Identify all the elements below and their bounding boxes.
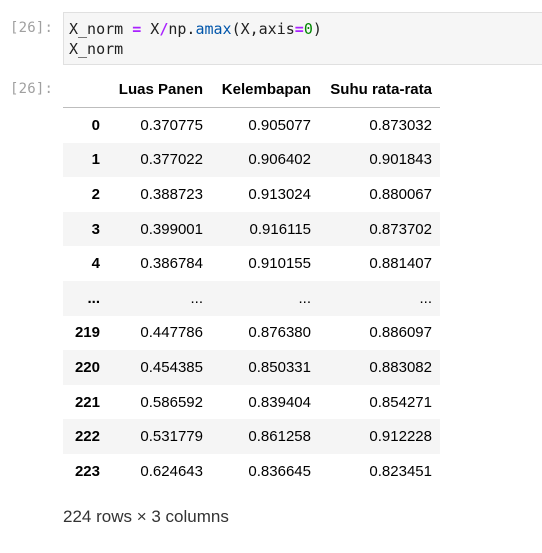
- table-cell: 0.377022: [140, 151, 203, 169]
- table-cell: 0.886097: [369, 324, 432, 342]
- table-cell: 0.586592: [140, 393, 203, 411]
- table-row: 219 0.447786 0.876380 0.886097: [63, 316, 440, 351]
- column-header-suhu-rata-rata: Suhu rata-rata: [319, 72, 440, 108]
- table-cell: 0.454385: [140, 358, 203, 376]
- table-row: 222 0.531779 0.861258 0.912228: [63, 419, 440, 454]
- table-cell: 0.386784: [140, 255, 203, 273]
- table-header-row: Luas Panen Kelembapan Suhu rata-rata: [63, 72, 440, 108]
- code-line-1: X_norm = X/np.amax(X,axis=0): [69, 20, 322, 38]
- row-index: 2: [91, 185, 100, 203]
- table-row: 4 0.386784 0.910155 0.881407: [63, 246, 440, 281]
- table-cell: 0.901843: [369, 151, 432, 169]
- table-cell: 0.370775: [140, 116, 203, 134]
- table-cell: 0.881407: [369, 255, 432, 273]
- table-cell: 0.873032: [369, 116, 432, 134]
- code-line-2: X_norm: [69, 40, 124, 58]
- table-cell: 0.912228: [369, 428, 432, 446]
- row-index: 220: [74, 358, 100, 376]
- table-row: ............: [63, 280, 440, 316]
- row-index: 4: [91, 255, 100, 273]
- table-row: 1 0.377022 0.906402 0.901843: [63, 142, 440, 178]
- row-index: 1: [91, 151, 100, 169]
- index-header: [63, 72, 108, 108]
- table-cell: 0.531779: [140, 428, 203, 446]
- table-cell: 0.836645: [248, 462, 311, 480]
- input-prompt: [26]:: [10, 20, 54, 36]
- table-cell: 0.880067: [369, 185, 432, 203]
- table-row: 0 0.370775 0.905077 0.873032: [63, 108, 440, 143]
- dataframe-output: Luas Panen Kelembapan Suhu rata-rata 0 0.…: [63, 72, 440, 489]
- table-row: 223 0.624643 0.836645 0.823451: [63, 454, 440, 489]
- dataframe-shape: 224 rows × 3 columns: [63, 507, 229, 526]
- table-row: 221 0.586592 0.839404 0.854271: [63, 385, 440, 420]
- table-cell: 0.883082: [369, 358, 432, 376]
- table-cell: 0.913024: [248, 185, 311, 203]
- table-cell: 0.854271: [369, 393, 432, 411]
- row-index: 3: [91, 220, 100, 238]
- table-cell: ...: [298, 289, 311, 307]
- table-cell: ...: [419, 289, 432, 307]
- table-row: 2 0.388723 0.913024 0.880067: [63, 177, 440, 212]
- column-header-luas-panen: Luas Panen: [108, 72, 211, 108]
- table-cell: 0.399001: [140, 220, 203, 238]
- code-editor[interactable]: X_norm = X/np.amax(X,axis=0) X_norm: [63, 12, 542, 65]
- row-index: 222: [74, 428, 100, 446]
- table-cell: 0.823451: [369, 462, 432, 480]
- table-cell: 0.447786: [140, 324, 203, 342]
- output-prompt: [26]:: [10, 81, 54, 97]
- table-cell: 0.906402: [248, 151, 311, 169]
- column-header-kelembapan: Kelembapan: [211, 72, 319, 108]
- row-index: 221: [74, 393, 100, 411]
- row-index: ...: [87, 289, 100, 307]
- table-cell: 0.916115: [249, 220, 311, 238]
- table-cell: 0.850331: [248, 358, 311, 376]
- table-cell: 0.388723: [140, 185, 203, 203]
- row-index: 0: [91, 116, 100, 134]
- table-cell: ...: [190, 289, 203, 307]
- table-cell: 0.873702: [369, 220, 432, 238]
- table-cell: 0.861258: [248, 428, 311, 446]
- row-index: 223: [74, 462, 100, 480]
- table-body: 0 0.370775 0.905077 0.873032 1 0.377022 0.9064…: [63, 108, 440, 489]
- table-cell: 0.910155: [248, 255, 311, 273]
- table-cell: 0.624643: [140, 462, 203, 480]
- table-cell: 0.876380: [248, 324, 311, 342]
- table-row: 220 0.454385 0.850331 0.883082: [63, 350, 440, 385]
- row-index: 219: [74, 324, 100, 342]
- table-cell: 0.839404: [248, 393, 311, 411]
- table-row: 3 0.399001 0.916115 0.873702: [63, 211, 440, 247]
- dataframe-table: Luas Panen Kelembapan Suhu rata-rata 0 0.…: [63, 72, 440, 489]
- table-cell: 0.905077: [248, 116, 311, 134]
